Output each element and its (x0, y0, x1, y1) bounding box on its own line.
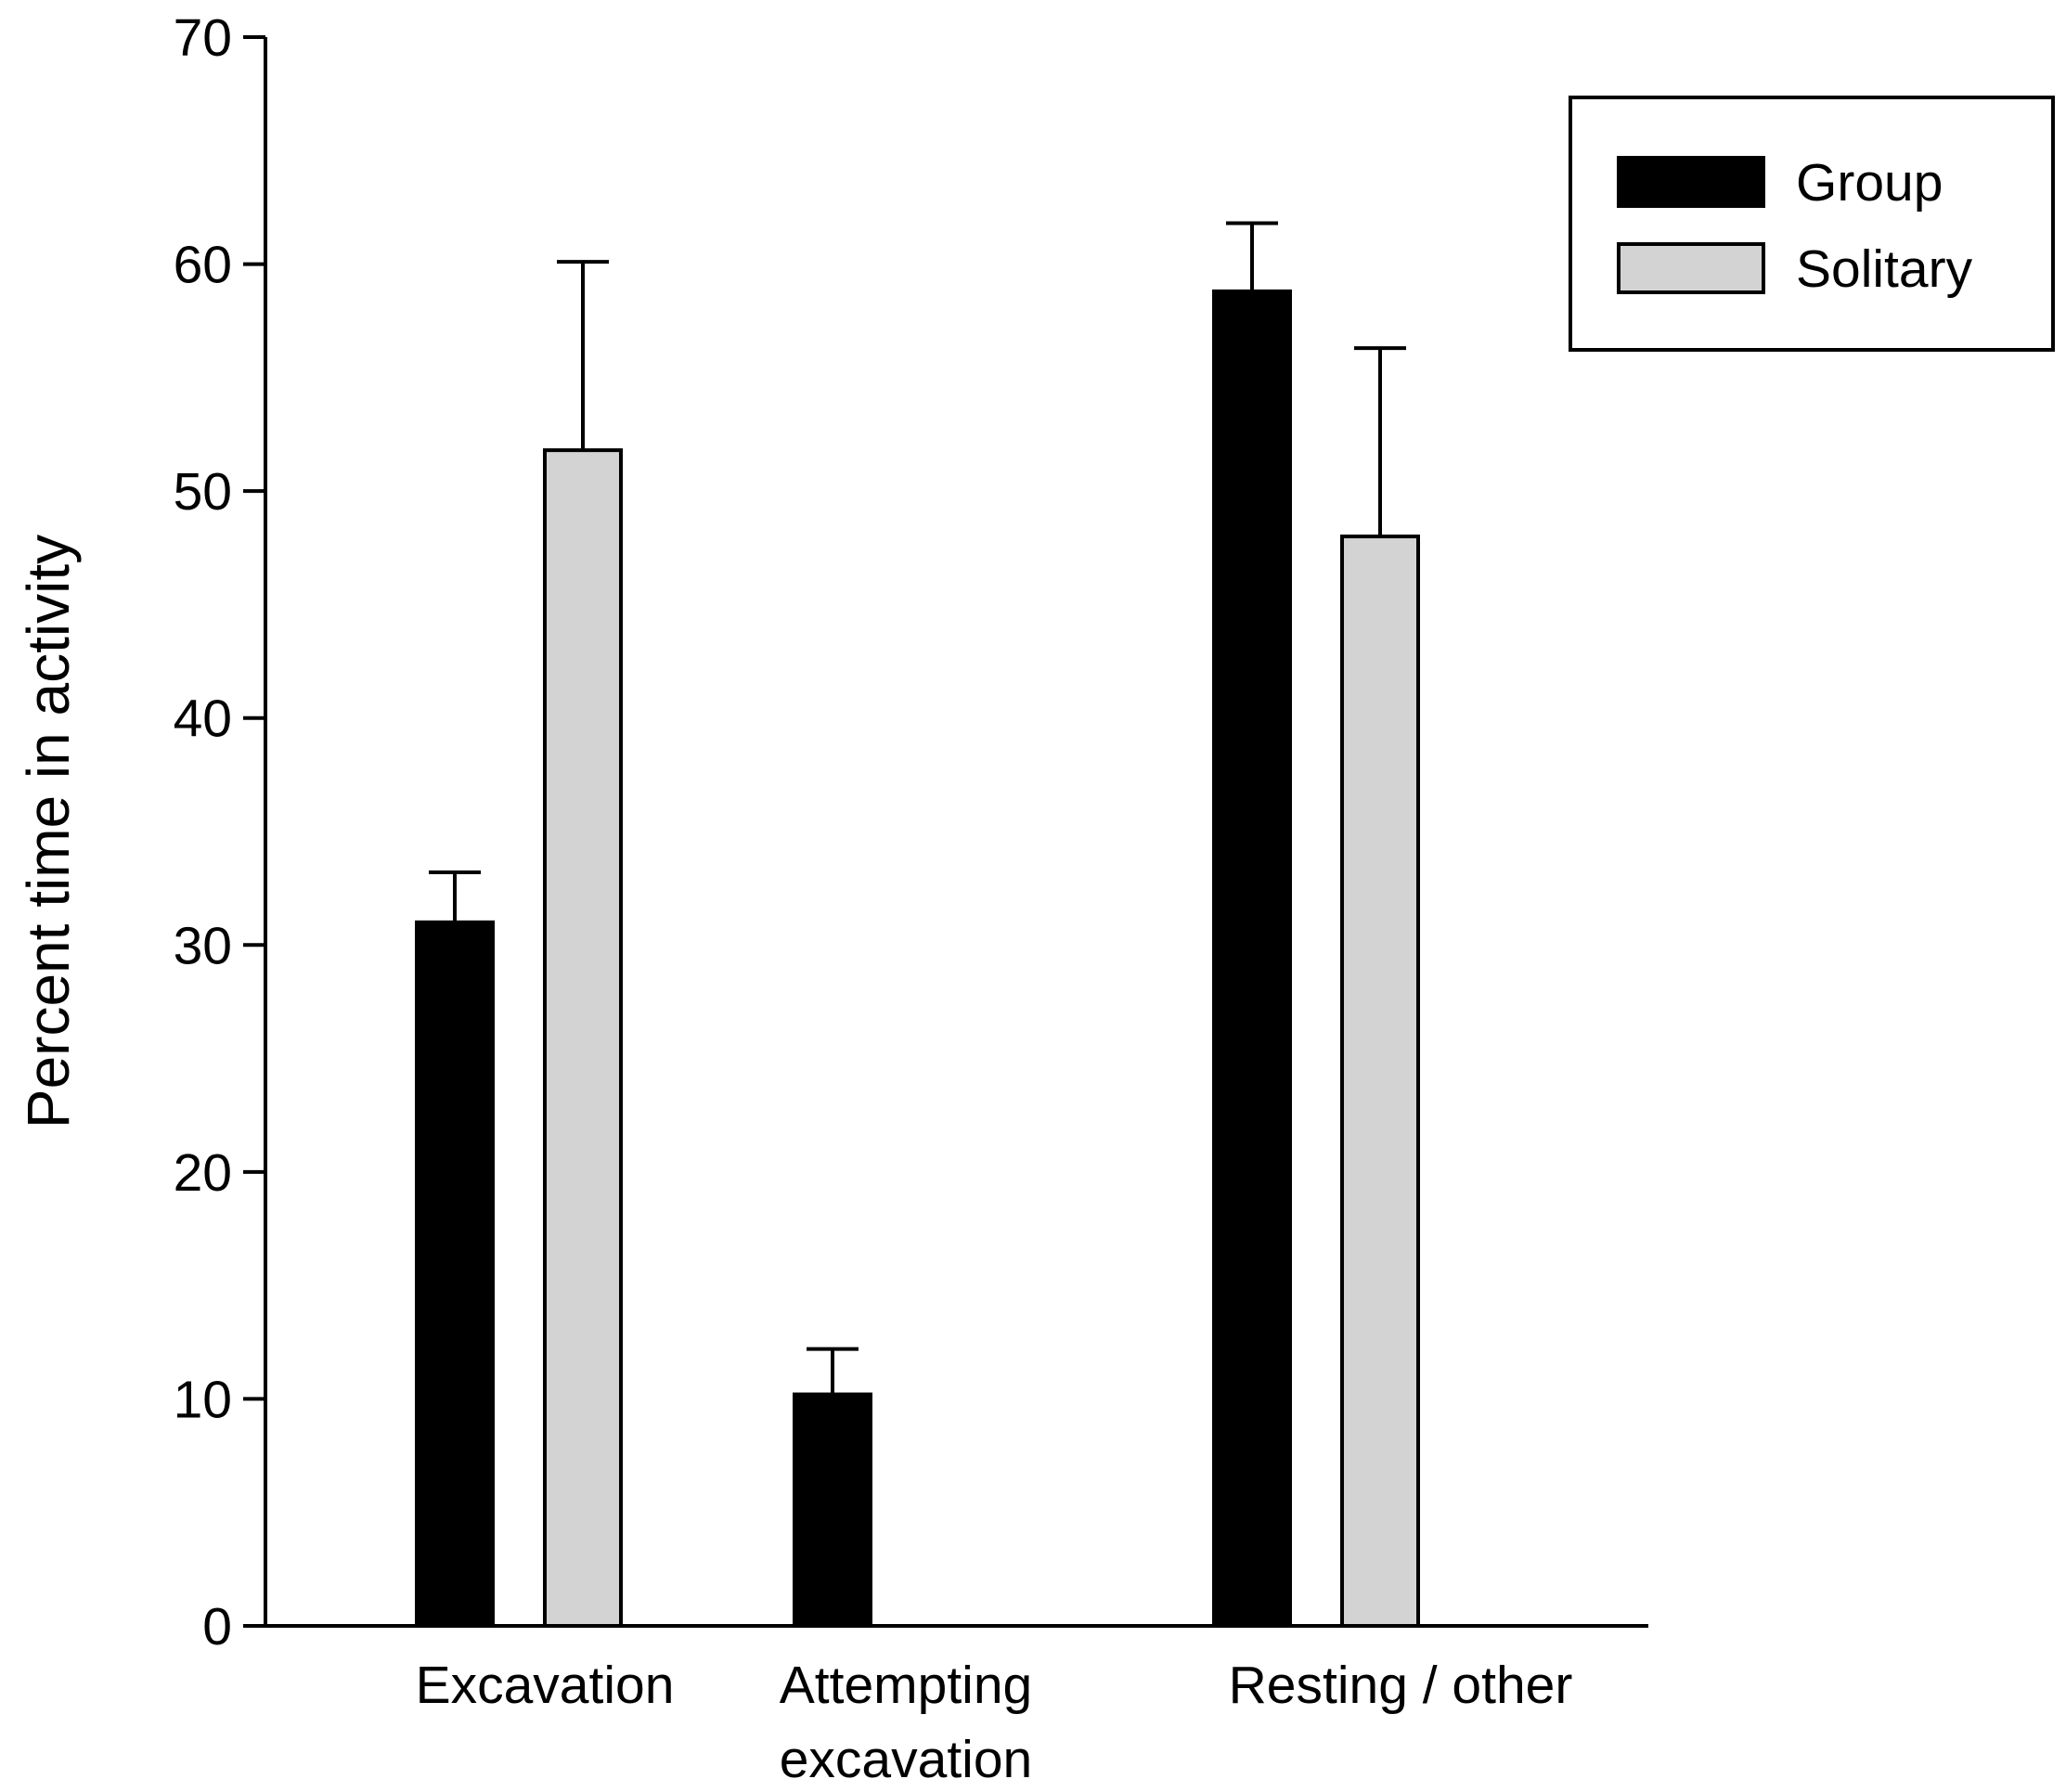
y-tick-label: 30 (174, 916, 232, 975)
labels-layer: 0 10 20 30 40 50 60 70 Percent time in activity E… (15, 8, 1572, 1789)
legend-label-group: Group (1796, 153, 1943, 213)
y-tick-label: 40 (174, 690, 232, 749)
bar-group-1 (793, 1392, 872, 1628)
bar-solitary-2 (1340, 535, 1420, 1628)
category-label: excavation (780, 1730, 1033, 1789)
y-tick-label: 10 (174, 1370, 232, 1429)
bars-layer (415, 289, 1420, 1628)
legend: Group Solitary (1569, 96, 2055, 352)
category-label: Attempting (780, 1656, 1032, 1715)
y-tick-label: 20 (174, 1143, 232, 1203)
category-label: Excavation (416, 1656, 675, 1715)
bar-group-2 (1212, 289, 1292, 1628)
y-tick-label: 70 (174, 8, 232, 68)
legend-swatch-group (1617, 156, 1765, 208)
bar-group-0 (415, 920, 495, 1628)
legend-swatch-solitary (1617, 242, 1765, 294)
y-axis-title: Percent time in activity (15, 535, 82, 1128)
bar-solitary-0 (543, 448, 623, 1628)
y-tick-label: 60 (174, 236, 232, 295)
error-bars-layer (429, 221, 1406, 1395)
y-tick-label: 0 (202, 1597, 232, 1657)
y-tick-label: 50 (174, 462, 232, 522)
legend-box (1569, 96, 2055, 352)
legend-label-solitary: Solitary (1796, 239, 1973, 299)
axes-layer (243, 35, 1648, 1628)
category-label: Resting / other (1229, 1656, 1573, 1715)
